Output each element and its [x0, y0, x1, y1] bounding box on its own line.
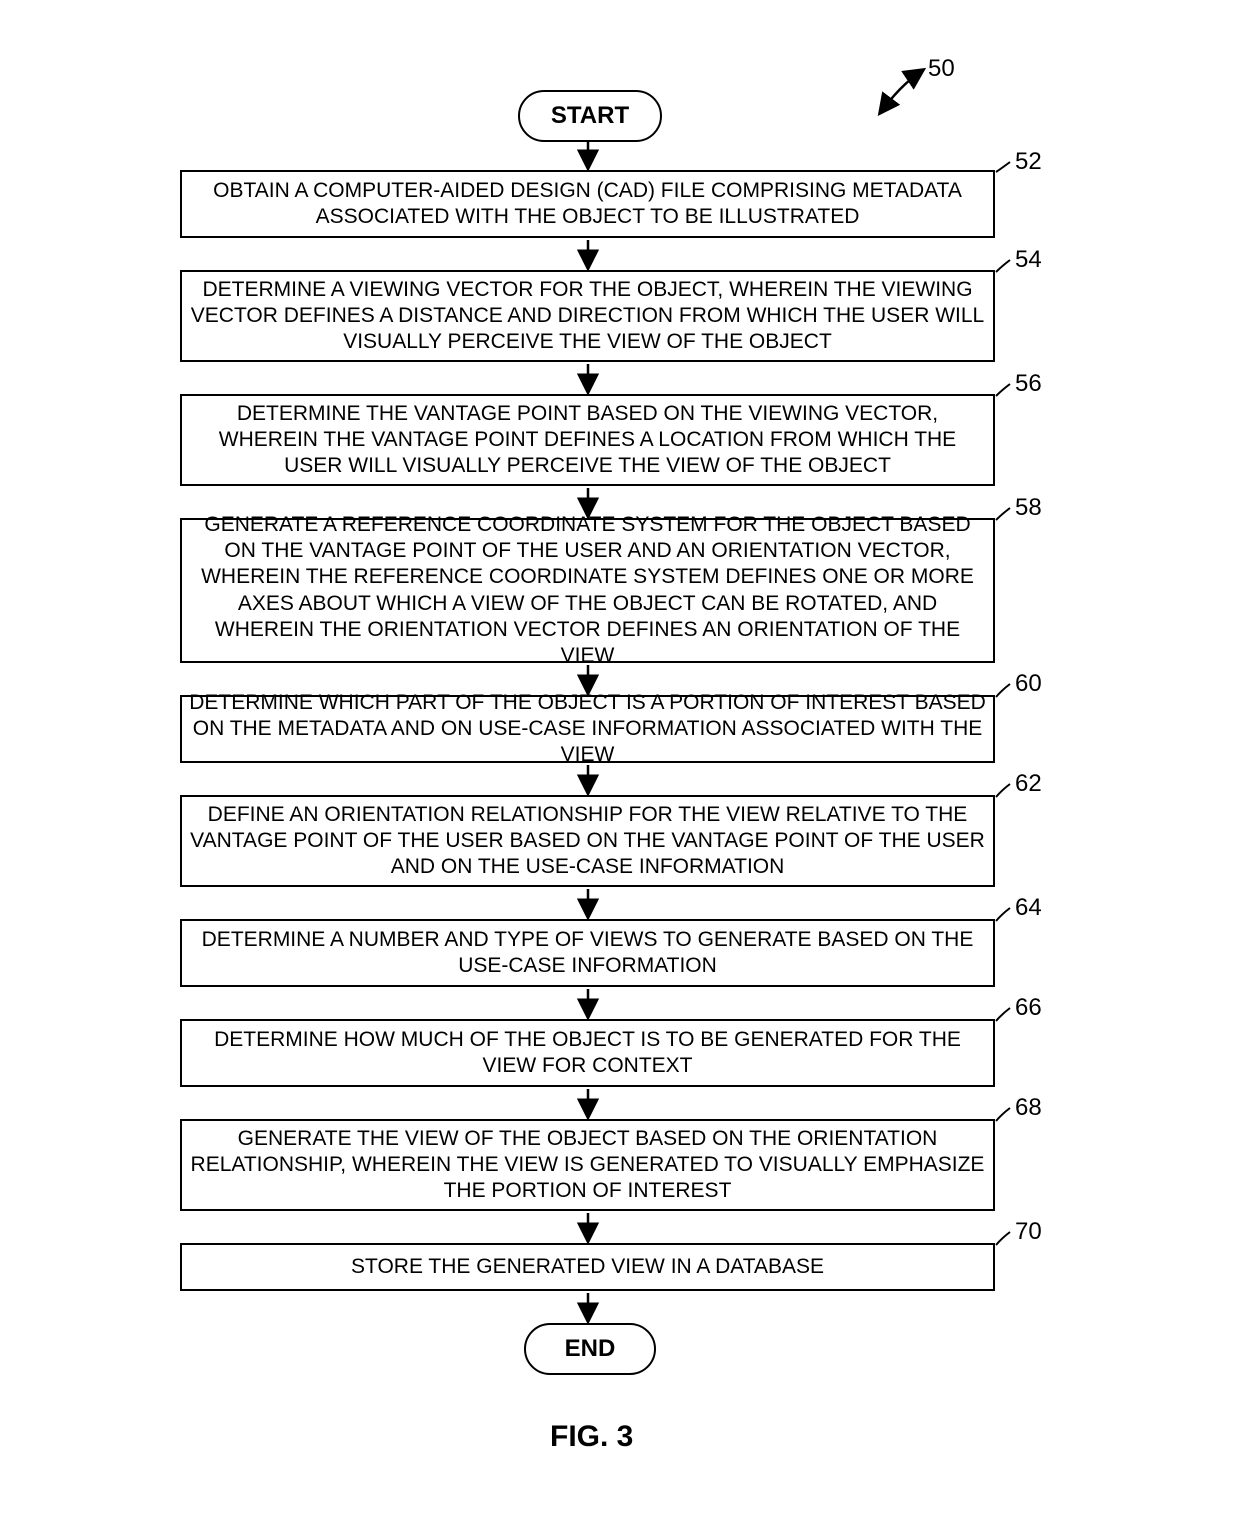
step-60-text: DETERMINE WHICH PART OF THE OBJECT IS A … — [188, 690, 987, 769]
end-label: END — [565, 1335, 616, 1363]
step-66-text: DETERMINE HOW MUCH OF THE OBJECT IS TO B… — [188, 1027, 987, 1080]
step-64: DETERMINE A NUMBER AND TYPE OF VIEWS TO … — [180, 919, 995, 987]
terminator-end: END — [524, 1323, 656, 1375]
step-54: DETERMINE A VIEWING VECTOR FOR THE OBJEC… — [180, 270, 995, 362]
step-64-text: DETERMINE A NUMBER AND TYPE OF VIEWS TO … — [188, 927, 987, 980]
ref-52: 52 — [1015, 148, 1042, 176]
step-54-text: DETERMINE A VIEWING VECTOR FOR THE OBJEC… — [188, 277, 987, 356]
step-62: DEFINE AN ORIENTATION RELATIONSHIP FOR T… — [180, 795, 995, 887]
step-52: OBTAIN A COMPUTER-AIDED DESIGN (CAD) FIL… — [180, 170, 995, 238]
ref-68: 68 — [1015, 1094, 1042, 1122]
step-68: GENERATE THE VIEW OF THE OBJECT BASED ON… — [180, 1119, 995, 1211]
step-68-text: GENERATE THE VIEW OF THE OBJECT BASED ON… — [188, 1126, 987, 1205]
ref-66: 66 — [1015, 994, 1042, 1022]
step-58: GENERATE A REFERENCE COORDINATE SYSTEM F… — [180, 518, 995, 663]
step-70: STORE THE GENERATED VIEW IN A DATABASE — [180, 1243, 995, 1291]
ref-54: 54 — [1015, 246, 1042, 274]
terminator-start: START — [518, 90, 662, 142]
step-66: DETERMINE HOW MUCH OF THE OBJECT IS TO B… — [180, 1019, 995, 1087]
ref-58: 58 — [1015, 494, 1042, 522]
figure-caption: FIG. 3 — [550, 1420, 633, 1454]
ref-overall: 50 — [928, 55, 955, 83]
ref-56: 56 — [1015, 370, 1042, 398]
flowchart-page: 50 START 52 OBTAIN A COMPUTER-AIDED DESI… — [0, 0, 1240, 1538]
step-58-text: GENERATE A REFERENCE COORDINATE SYSTEM F… — [188, 512, 987, 670]
start-label: START — [551, 102, 629, 130]
step-56-text: DETERMINE THE VANTAGE POINT BASED ON THE… — [188, 401, 987, 480]
step-62-text: DEFINE AN ORIENTATION RELATIONSHIP FOR T… — [188, 802, 987, 881]
ref-70: 70 — [1015, 1218, 1042, 1246]
ref-60: 60 — [1015, 670, 1042, 698]
step-70-text: STORE THE GENERATED VIEW IN A DATABASE — [351, 1254, 824, 1280]
step-52-text: OBTAIN A COMPUTER-AIDED DESIGN (CAD) FIL… — [188, 178, 987, 231]
ref-62: 62 — [1015, 770, 1042, 798]
step-56: DETERMINE THE VANTAGE POINT BASED ON THE… — [180, 394, 995, 486]
step-60: DETERMINE WHICH PART OF THE OBJECT IS A … — [180, 695, 995, 763]
ref-64: 64 — [1015, 894, 1042, 922]
